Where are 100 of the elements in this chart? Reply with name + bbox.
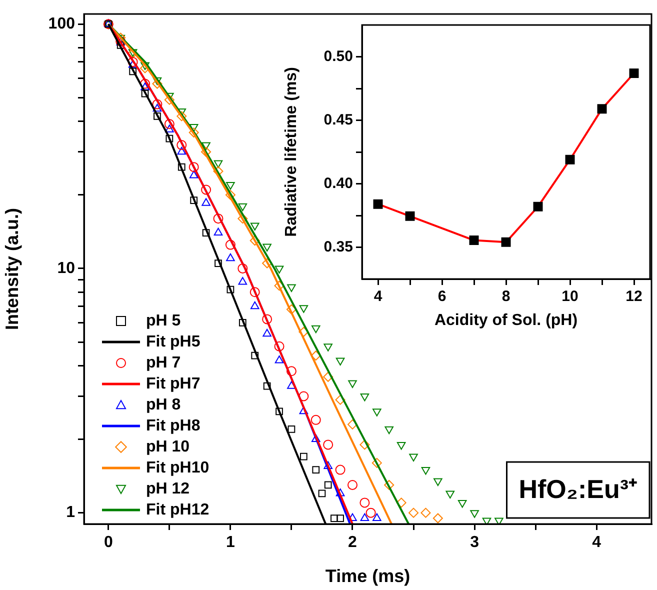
- point: [298, 326, 309, 337]
- point: [421, 467, 430, 475]
- point: [190, 196, 198, 204]
- point: [152, 99, 162, 110]
- point: [274, 356, 284, 364]
- point: [396, 498, 406, 508]
- point: [140, 62, 150, 70]
- legend-label: Fit pH10: [146, 459, 210, 476]
- x-tick-label: 4: [374, 288, 383, 306]
- point: [274, 280, 284, 291]
- point: [276, 408, 283, 416]
- point: [164, 119, 174, 130]
- point: [250, 236, 260, 246]
- x-tick-label: 8: [502, 288, 510, 306]
- point: [165, 124, 174, 132]
- point: [214, 260, 222, 267]
- legend-label: Fit pH12: [146, 501, 210, 518]
- point: [597, 104, 607, 114]
- point: [274, 266, 284, 274]
- y-tick-label: 0.35: [324, 238, 353, 256]
- point: [336, 488, 345, 496]
- point: [176, 140, 187, 150]
- legend-label: Fit pH8: [146, 417, 200, 434]
- x-tick-label: 12: [626, 288, 642, 306]
- point: [324, 344, 332, 352]
- point: [360, 513, 370, 522]
- point: [347, 419, 358, 430]
- point: [373, 199, 383, 209]
- point: [286, 366, 296, 376]
- point: [201, 146, 212, 157]
- point: [152, 104, 162, 112]
- point: [238, 203, 248, 212]
- point: [458, 500, 467, 508]
- point: [360, 393, 370, 402]
- point: [214, 160, 223, 168]
- point: [384, 426, 394, 434]
- point: [250, 287, 260, 298]
- point: [384, 480, 394, 490]
- x-tick-label: 0: [104, 534, 113, 552]
- point: [372, 408, 382, 416]
- y-tick-label: 0.50: [324, 48, 353, 65]
- point: [287, 381, 296, 389]
- point: [318, 490, 326, 498]
- point: [189, 124, 198, 132]
- point: [366, 508, 376, 518]
- point: [238, 277, 248, 285]
- point: [166, 134, 174, 142]
- point: [629, 68, 639, 78]
- point: [225, 190, 236, 200]
- point: [188, 128, 199, 138]
- point: [335, 464, 346, 475]
- legend-label: pH 7: [146, 354, 181, 372]
- point: [470, 510, 479, 518]
- point: [336, 514, 344, 522]
- point: [188, 162, 199, 172]
- legend-label: Fit pH5: [146, 333, 200, 350]
- point: [360, 440, 370, 450]
- y-axis-title: Radiative lifetime (ms): [283, 67, 300, 237]
- point: [372, 458, 382, 468]
- point: [494, 518, 504, 524]
- point: [434, 478, 442, 486]
- point: [324, 481, 332, 489]
- point: [274, 341, 284, 352]
- point: [323, 372, 334, 382]
- legend-label: pH 10: [146, 438, 190, 456]
- point: [348, 513, 357, 522]
- point: [213, 214, 224, 224]
- point: [360, 498, 370, 508]
- point: [202, 198, 210, 206]
- point: [152, 78, 162, 89]
- point: [202, 142, 210, 150]
- point: [263, 382, 271, 390]
- point: [311, 325, 320, 334]
- x-tick-label: 3: [470, 534, 480, 552]
- point: [409, 454, 418, 462]
- point: [226, 253, 235, 262]
- point: [286, 304, 296, 314]
- point: [116, 41, 124, 49]
- point: [287, 284, 296, 292]
- point: [177, 146, 186, 155]
- x-axis-title: Time (ms): [325, 566, 410, 586]
- point: [238, 263, 248, 274]
- point: [214, 228, 223, 236]
- point: [262, 314, 272, 324]
- point: [288, 425, 296, 433]
- x-tick-label: 4: [592, 534, 602, 552]
- point: [408, 508, 419, 518]
- point: [501, 237, 511, 247]
- point: [324, 461, 332, 470]
- point: [432, 513, 443, 524]
- point: [225, 240, 236, 250]
- point: [251, 352, 259, 360]
- point: [446, 490, 455, 498]
- y-tick-label: 0.40: [324, 174, 353, 192]
- point: [348, 380, 357, 388]
- point: [405, 211, 415, 221]
- point: [141, 90, 149, 98]
- point: [140, 82, 150, 90]
- x-tick-label: 1: [226, 534, 235, 552]
- point: [323, 440, 334, 450]
